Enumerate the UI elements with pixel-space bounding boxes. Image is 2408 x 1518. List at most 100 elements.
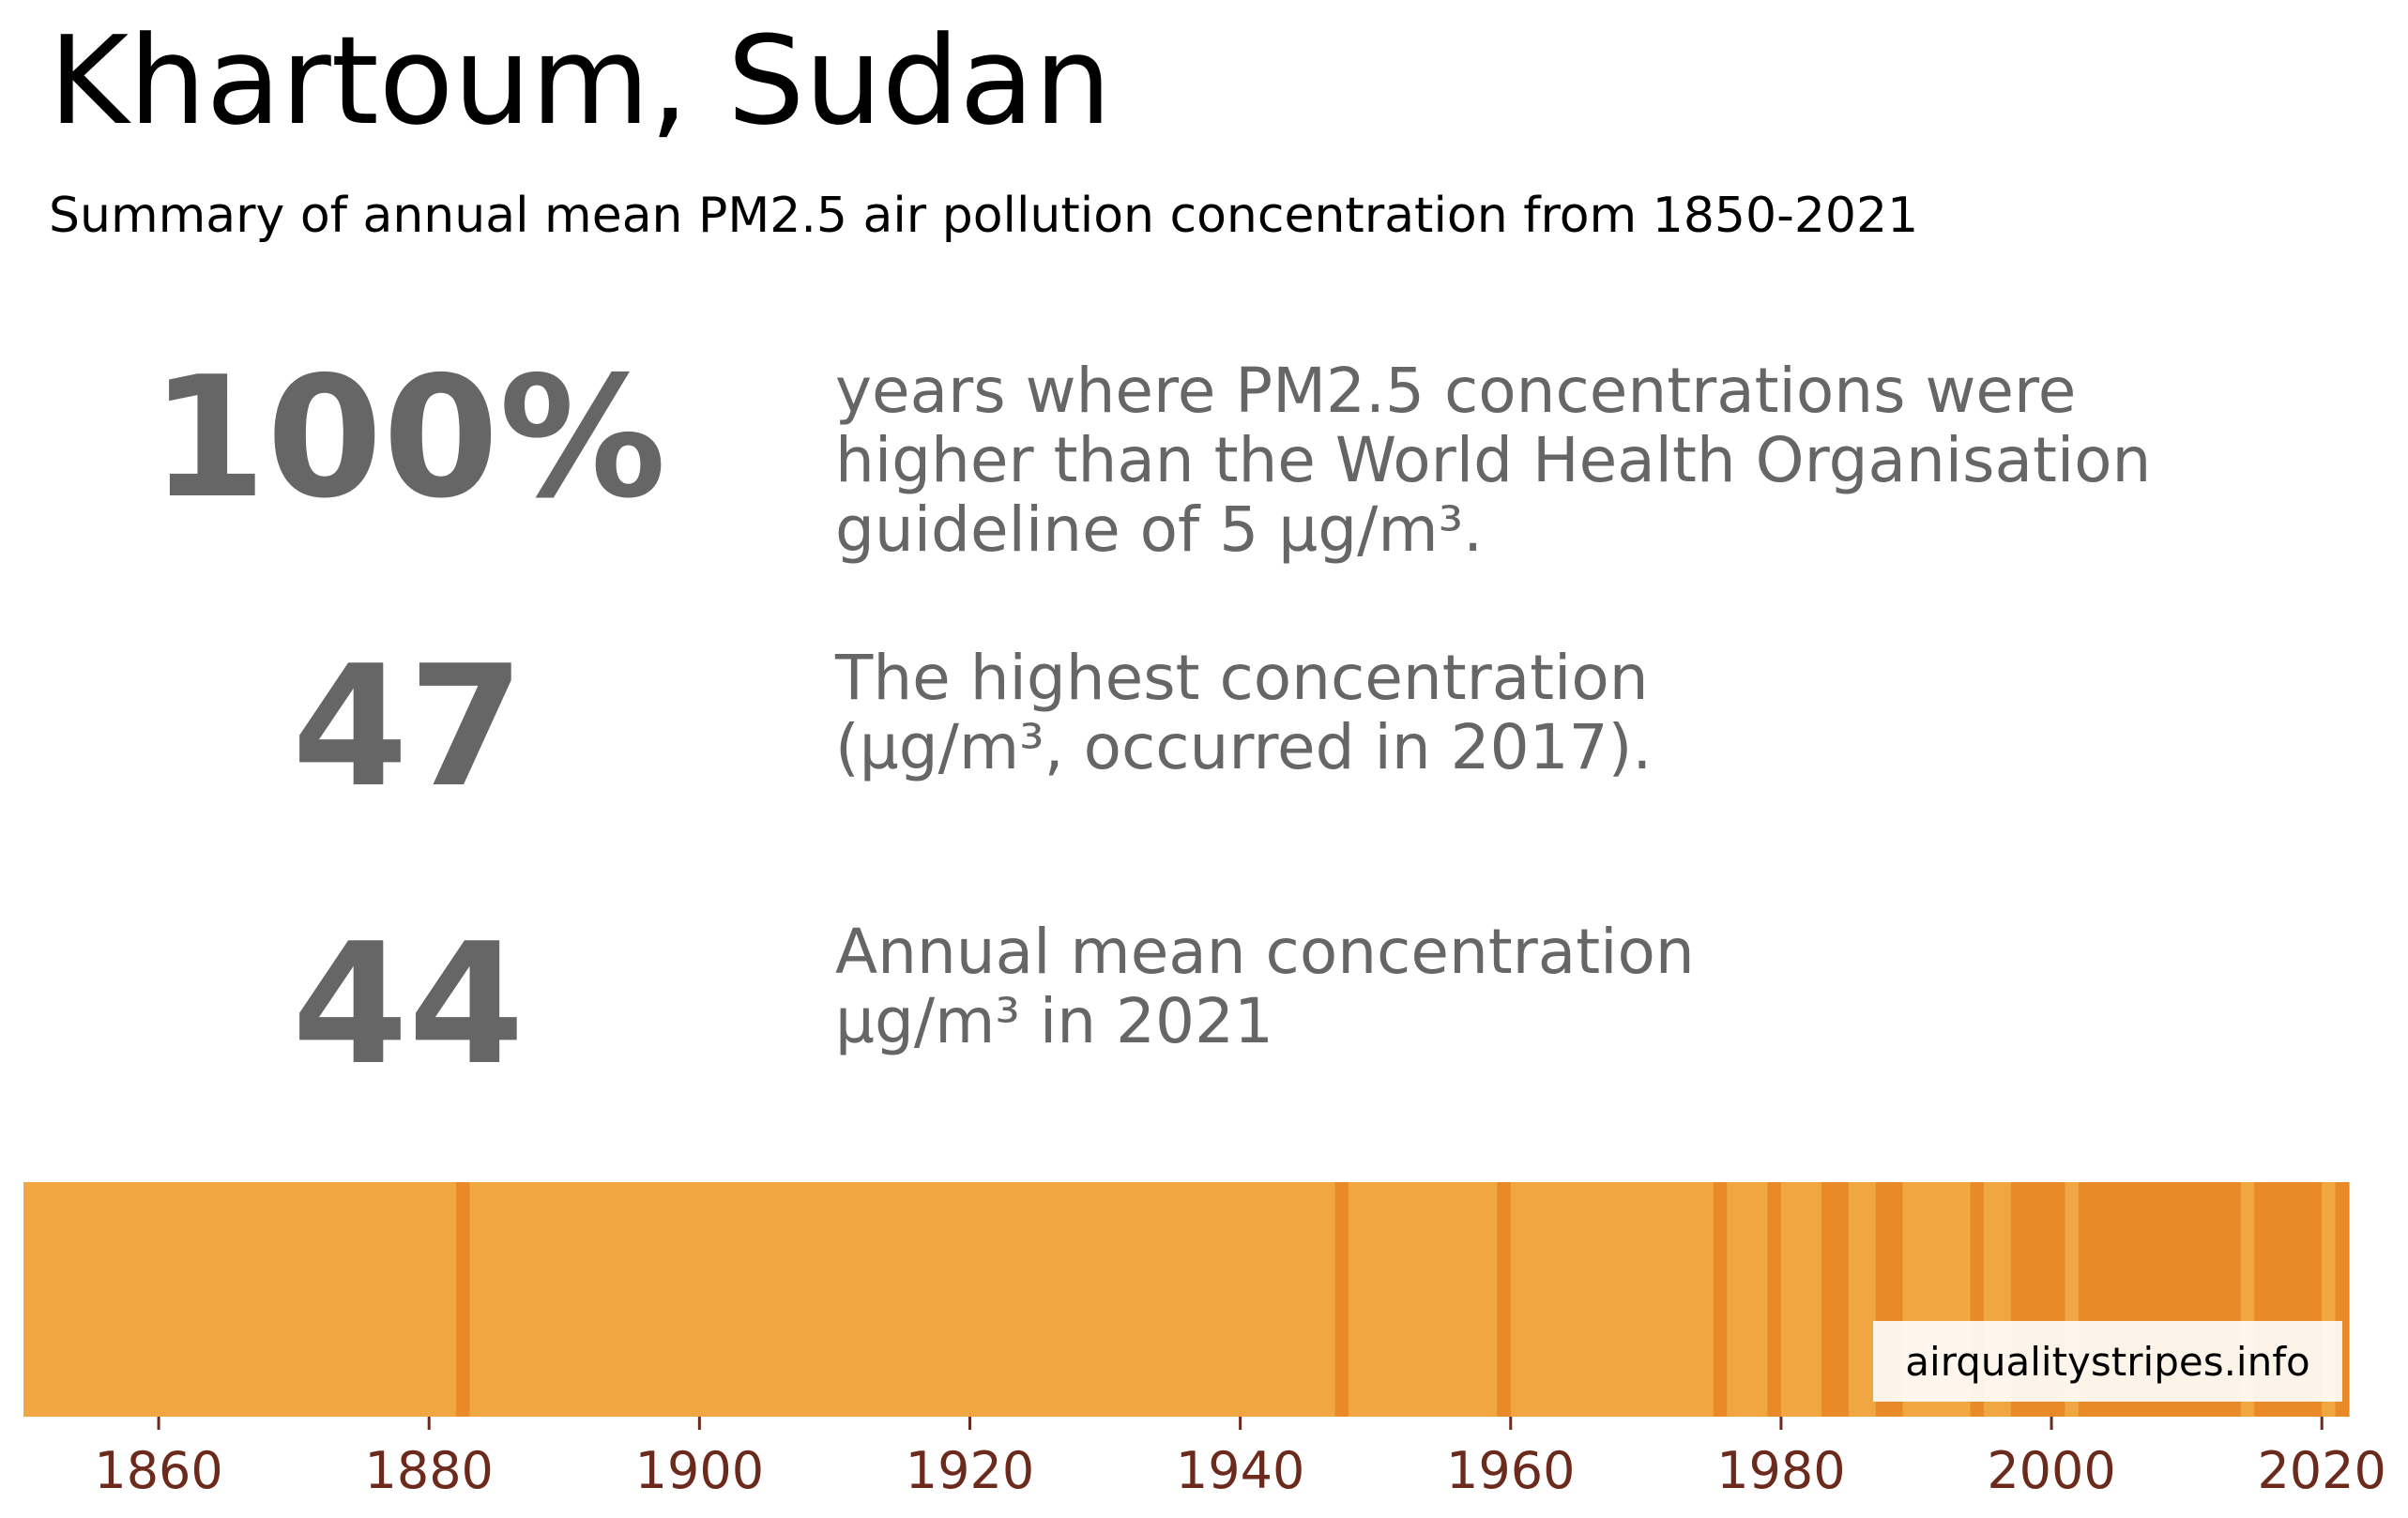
stripe-1970	[1645, 1182, 1660, 1417]
stripe-1938	[1212, 1182, 1227, 1417]
stripe-1963	[1550, 1182, 1565, 1417]
stripe-1895	[632, 1182, 647, 1417]
x-axis: 1860 1880 1900 1920 1940 1960 1980 2000 2020	[94, 1417, 2386, 1500]
stripe-1858	[131, 1182, 146, 1417]
stripe-1976	[1727, 1182, 1742, 1417]
stripe-1916	[915, 1182, 930, 1417]
stripe-1862	[185, 1182, 200, 1417]
stripe-1966	[1592, 1182, 1607, 1417]
stripe-1960	[1510, 1182, 1525, 1417]
stripe-1850	[23, 1182, 38, 1417]
stripe-1882	[456, 1182, 471, 1417]
stripe-1973	[1686, 1182, 1701, 1417]
stripe-1962	[1537, 1182, 1552, 1417]
stripe-1881	[442, 1182, 457, 1417]
stripe-1870	[294, 1182, 309, 1417]
stripe-1940	[1240, 1182, 1255, 1417]
stripe-1929	[1091, 1182, 1106, 1417]
stripe-1977	[1740, 1182, 1755, 1417]
stripe-1958	[1483, 1182, 1498, 1417]
stripe-1946	[1321, 1182, 1336, 1417]
stripe-1969	[1632, 1182, 1647, 1417]
stripe-1957	[1470, 1182, 1485, 1417]
stripe-1865	[226, 1182, 241, 1417]
stripe-1953	[1415, 1182, 1430, 1417]
stripe-1897	[659, 1182, 674, 1417]
stripe-1944	[1294, 1182, 1309, 1417]
stripe-1927	[1064, 1182, 1079, 1417]
stripe-1889	[550, 1182, 565, 1417]
stripe-1980	[1780, 1182, 1795, 1417]
stripe-1930	[1105, 1182, 1120, 1417]
watermark: airqualitystripes.info	[1873, 1321, 2342, 1402]
stripe-1919	[956, 1182, 971, 1417]
stripe-1937	[1199, 1182, 1214, 1417]
stripe-1884	[482, 1182, 497, 1417]
stat-latest-line: Annual mean concentration	[835, 916, 1695, 988]
stripe-1896	[645, 1182, 660, 1417]
stat-percent-value: 100%	[150, 341, 666, 535]
stripe-1926	[1050, 1182, 1065, 1417]
stripe-1904	[753, 1182, 768, 1417]
stripe-1868	[267, 1182, 282, 1417]
stripe-1879	[415, 1182, 430, 1417]
x-tick-label: 2020	[2257, 1441, 2385, 1500]
stripe-1984	[1835, 1182, 1850, 1417]
stripe-1939	[1227, 1182, 1242, 1417]
stripe-1871	[307, 1182, 322, 1417]
stripe-1893	[604, 1182, 619, 1417]
stripe-1908	[807, 1182, 822, 1417]
stripe-1890	[564, 1182, 579, 1417]
stripe-1855	[91, 1182, 106, 1417]
stripe-1911	[847, 1182, 862, 1417]
stripe-1933	[1145, 1182, 1160, 1417]
stripe-1968	[1619, 1182, 1634, 1417]
stripe-1883	[469, 1182, 484, 1417]
stripe-1903	[739, 1182, 754, 1417]
stat-highest-description: The highest concentration (µg/m³, occurr…	[835, 644, 1652, 782]
page-subtitle: Summary of annual mean PM2.5 air polluti…	[49, 188, 1919, 244]
stripe-1898	[672, 1182, 687, 1417]
stripe-1952	[1402, 1182, 1417, 1417]
stripe-1964	[1564, 1182, 1579, 1417]
stripe-1887	[524, 1182, 539, 1417]
stripe-1955	[1442, 1182, 1457, 1417]
stripe-1975	[1713, 1182, 1728, 1417]
stripe-1878	[402, 1182, 417, 1417]
x-tick-label: 1860	[94, 1441, 222, 1500]
stripe-1956	[1456, 1182, 1471, 1417]
stripe-1982	[1807, 1182, 1822, 1417]
x-tick-label: 1880	[364, 1441, 493, 1500]
stripe-1918	[942, 1182, 957, 1417]
stripe-1877	[388, 1182, 403, 1417]
stripe-1967	[1605, 1182, 1620, 1417]
stripe-1859	[145, 1182, 160, 1417]
stripe-1965	[1577, 1182, 1593, 1417]
stripe-1959	[1497, 1182, 1512, 1417]
stripe-1923	[1010, 1182, 1025, 1417]
stat-percent-line: higher than the World Health Organisatio…	[835, 424, 2152, 496]
stripe-1894	[617, 1182, 632, 1417]
stripe-1880	[429, 1182, 444, 1417]
x-tick-label: 1960	[1446, 1441, 1575, 1500]
stripe-1950	[1375, 1182, 1390, 1417]
stripe-1961	[1524, 1182, 1539, 1417]
stripe-1888	[537, 1182, 552, 1417]
stripe-1971	[1659, 1182, 1674, 1417]
stripe-1909	[821, 1182, 836, 1417]
page-title: Khartoum, Sudan	[49, 9, 1112, 152]
stripe-1857	[117, 1182, 132, 1417]
stripe-1891	[577, 1182, 592, 1417]
stripe-1901	[712, 1182, 727, 1417]
x-tick-label: 2000	[1987, 1441, 2115, 1500]
stripe-1853	[64, 1182, 79, 1417]
stripe-1942	[1267, 1182, 1282, 1417]
stripe-1907	[794, 1182, 809, 1417]
x-tick-label: 1920	[906, 1441, 1034, 1500]
stat-percent-description: years where PM2.5 concentrations were hi…	[835, 357, 2151, 565]
stripe-1852	[50, 1182, 65, 1417]
stripe-1978	[1754, 1182, 1769, 1417]
stat-latest-line: µg/m³ in 2021	[835, 985, 1273, 1057]
stripe-1941	[1254, 1182, 1269, 1417]
stripe-1947	[1334, 1182, 1349, 1417]
